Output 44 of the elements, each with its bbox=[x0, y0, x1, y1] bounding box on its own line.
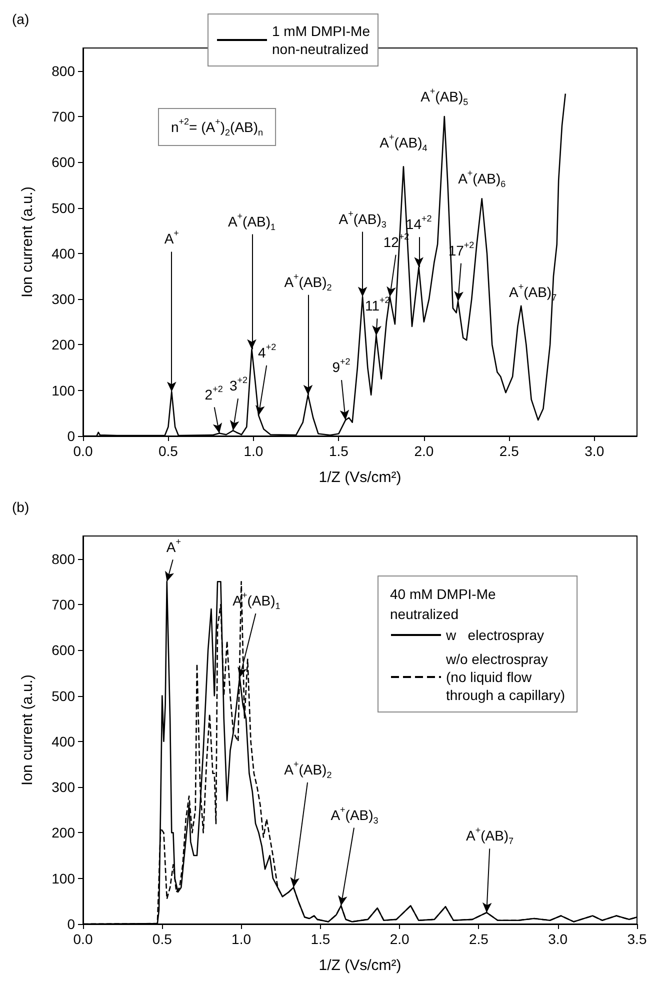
y-tick-label: 800 bbox=[52, 550, 76, 567]
y-tick-label: 700 bbox=[52, 108, 76, 124]
y-tick-label: 0 bbox=[67, 916, 76, 932]
y-tick-label: 700 bbox=[52, 596, 76, 612]
y-tick-label: 100 bbox=[52, 870, 76, 886]
annotation: A+ bbox=[166, 536, 181, 555]
y-tick-label: 200 bbox=[52, 336, 76, 353]
y-tick-label: 0 bbox=[67, 428, 76, 444]
y-tick-label: 200 bbox=[52, 824, 76, 841]
x-tick-label: 1.5 bbox=[328, 443, 349, 459]
annotation: A+ bbox=[164, 228, 179, 247]
y-tick-label: 500 bbox=[52, 200, 76, 216]
x-axis-title: 1/Z (Vs/cm²) bbox=[318, 957, 402, 974]
x-tick-label: 2.5 bbox=[468, 931, 489, 947]
y-tick-label: 400 bbox=[52, 733, 76, 750]
legend-label: w/o electrospray (no liquid flow through a capillary) bbox=[445, 651, 566, 703]
x-tick-label: 2.5 bbox=[499, 443, 520, 459]
x-tick-label: 0.5 bbox=[152, 931, 172, 947]
x-tick-label: 0.0 bbox=[73, 443, 93, 459]
y-tick-label: 600 bbox=[52, 642, 76, 658]
x-tick-label: 0.5 bbox=[158, 443, 178, 459]
y-tick-label: 400 bbox=[52, 245, 76, 262]
x-tick-label: 0.0 bbox=[73, 931, 93, 947]
y-axis-title: Ion current (a.u.) bbox=[19, 674, 36, 786]
x-tick-label: 3.0 bbox=[548, 931, 568, 947]
legend-label: w electrospray bbox=[445, 627, 544, 643]
y-tick-label: 600 bbox=[52, 154, 76, 170]
x-tick-label: 3.0 bbox=[584, 443, 604, 459]
y-tick-label: 300 bbox=[52, 779, 76, 796]
x-tick-label: 1.0 bbox=[244, 443, 264, 459]
legend-label: 1 mM DMPI-Me non-neutralized bbox=[272, 23, 370, 57]
y-axis-title: Ion current (a.u.) bbox=[19, 186, 36, 298]
y-tick-label: 500 bbox=[52, 688, 76, 704]
text: (a) bbox=[12, 11, 30, 27]
y-tick-label: 800 bbox=[52, 62, 76, 79]
y-tick-label: 100 bbox=[52, 382, 76, 398]
y-tick-label: 300 bbox=[52, 291, 76, 308]
x-axis-title: 1/Z (Vs/cm²) bbox=[318, 469, 402, 486]
text: (b) bbox=[12, 499, 30, 515]
x-tick-label: 1.0 bbox=[232, 931, 252, 947]
x-tick-label: 3.5 bbox=[627, 931, 647, 947]
x-tick-label: 2.0 bbox=[390, 931, 410, 947]
x-tick-label: 1.5 bbox=[310, 931, 330, 947]
x-tick-label: 2.0 bbox=[414, 443, 434, 459]
